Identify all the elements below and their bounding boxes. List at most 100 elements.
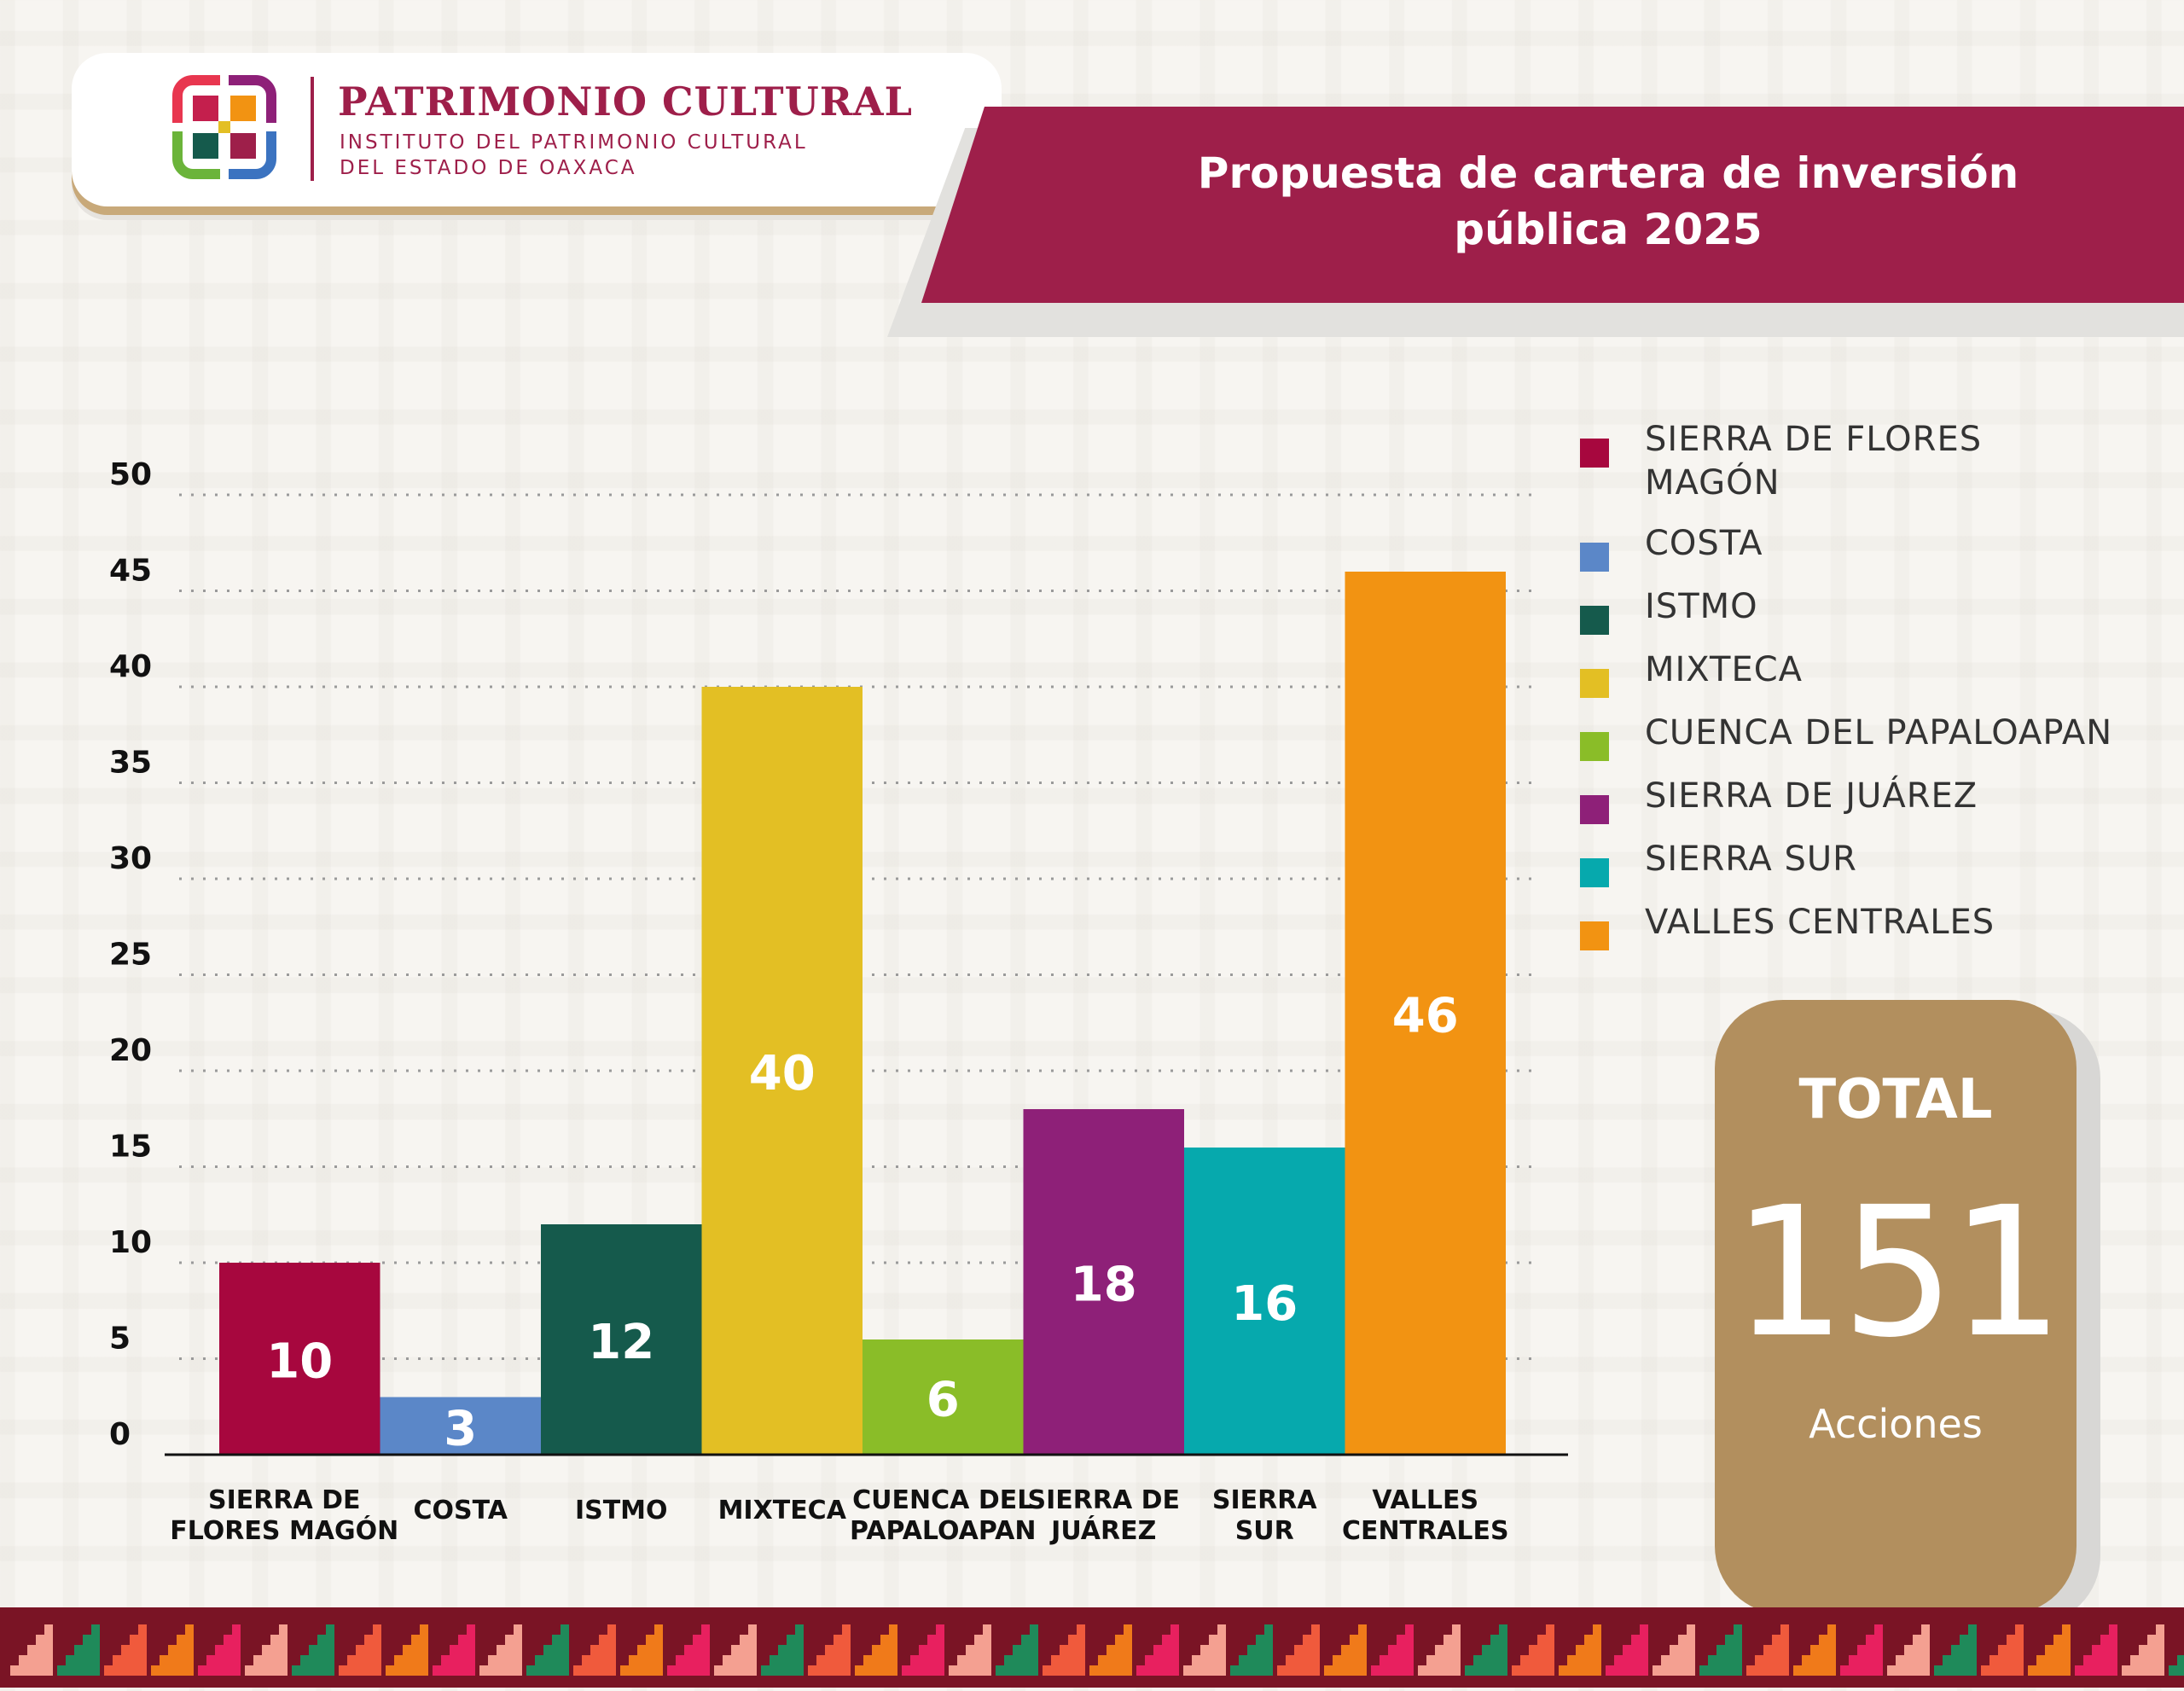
title-band — [921, 107, 2184, 303]
border-step-shape — [1653, 1624, 1695, 1676]
org-subtitle-line2: DEL ESTADO DE OAXACA — [340, 157, 637, 179]
bar-value-label: 6 — [926, 1373, 960, 1428]
x-tick-label: SUR — [1235, 1516, 1294, 1546]
chart-legend: SIERRA DE FLORES MAGÓN COSTA ISTMO MIXTE… — [1580, 418, 2169, 964]
y-tick-label: 40 — [109, 649, 152, 684]
border-step-shape — [526, 1624, 569, 1676]
border-step-shape — [245, 1624, 288, 1676]
legend-item: SIERRA DE JUÁREZ — [1580, 775, 2169, 838]
legend-swatch — [1580, 439, 1609, 468]
legend-item: CUENCA DEL PAPALOAPAN — [1580, 712, 2169, 775]
border-step-shape — [1277, 1624, 1320, 1676]
legend-label: COSTA — [1645, 524, 1763, 563]
x-tick-label: VALLES — [1372, 1485, 1478, 1515]
header-logo-card: PATRIMONIO CULTURAL INSTITUTO DEL PATRIM… — [72, 53, 1002, 206]
bar-value-label: 10 — [266, 1334, 333, 1390]
border-step-shape — [57, 1624, 100, 1676]
border-step-shape — [339, 1624, 381, 1676]
border-step-shape — [1981, 1624, 2024, 1676]
legend-label: CUENCA DEL PAPALOAPAN — [1645, 713, 2113, 753]
legend-item: MIXTECA — [1580, 648, 2169, 712]
border-step-shape — [761, 1624, 804, 1676]
y-tick-label: 15 — [109, 1130, 152, 1165]
bar — [1184, 1148, 1345, 1455]
page-title: Propuesta de cartera de inversión públic… — [1109, 145, 2107, 258]
step-pattern-icon — [10, 1624, 2184, 1676]
y-tick-label: 50 — [109, 457, 152, 492]
legend-label-line2: MAGÓN — [1645, 463, 1780, 503]
border-step-shape — [573, 1624, 616, 1676]
border-step-shape — [1418, 1624, 1461, 1676]
y-tick-label: 25 — [109, 938, 152, 973]
x-tick-label: ISTMO — [575, 1496, 668, 1525]
border-step-shape — [1934, 1624, 1977, 1676]
bar — [541, 1224, 702, 1455]
border-step-shape — [855, 1624, 897, 1676]
x-tick-label: JUÁREZ — [1049, 1515, 1156, 1546]
legend-label: VALLES CENTRALES — [1645, 903, 1995, 942]
legend-item: SIERRA SUR — [1580, 838, 2169, 901]
bar-value-label: 3 — [444, 1401, 477, 1456]
legend-label: ISTMO — [1645, 587, 1758, 626]
legend-swatch — [1580, 732, 1609, 761]
legend-label: SIERRA DE JUÁREZ — [1645, 776, 1978, 816]
legend-label: MIXTECA — [1645, 650, 1804, 689]
border-step-shape — [1887, 1624, 1930, 1676]
legend-label: SIERRA DE FLORES MAGÓN — [1645, 418, 1982, 505]
border-step-shape — [1136, 1624, 1179, 1676]
border-step-shape — [151, 1624, 194, 1676]
y-tick-label: 10 — [109, 1225, 152, 1260]
bar-value-label: 12 — [588, 1315, 654, 1370]
y-tick-label: 45 — [109, 554, 152, 589]
bar — [1023, 1109, 1184, 1455]
bar — [1345, 572, 1506, 1455]
total-card: TOTAL 151 Acciones — [1715, 1000, 2077, 1614]
page-title-line2: pública 2025 — [1454, 205, 1763, 254]
border-step-shape — [198, 1624, 241, 1676]
legend-swatch — [1580, 606, 1609, 635]
legend-swatch — [1580, 858, 1609, 887]
border-step-shape — [1606, 1624, 1648, 1676]
legend-swatch — [1580, 543, 1609, 572]
border-step-shape — [949, 1624, 991, 1676]
bar — [863, 1339, 1024, 1455]
x-tick-label: CUENCA DEL — [852, 1485, 1033, 1515]
x-tick-label: SIERRA DE — [208, 1485, 361, 1515]
border-step-shape — [1840, 1624, 1883, 1676]
legend-swatch — [1580, 795, 1609, 824]
legend-item: VALLES CENTRALES — [1580, 901, 2169, 964]
bar-value-label: 18 — [1071, 1258, 1137, 1313]
legend-swatch — [1580, 921, 1609, 950]
x-tick-label: MIXTECA — [718, 1496, 847, 1525]
border-step-shape — [808, 1624, 851, 1676]
bar — [219, 1263, 380, 1455]
x-tick-label: PAPALOAPAN — [850, 1516, 1036, 1546]
total-label: TOTAL — [1798, 1068, 1993, 1131]
x-tick-label: SIERRA — [1212, 1485, 1317, 1515]
border-step-shape — [714, 1624, 757, 1676]
org-subtitle-line1: INSTITUTO DEL PATRIMONIO CULTURAL — [340, 131, 808, 154]
border-step-shape — [1699, 1624, 1742, 1676]
border-step-shape — [620, 1624, 663, 1676]
institute-logo-icon — [167, 70, 282, 184]
legend-label: SIERRA SUR — [1645, 840, 1857, 879]
org-name: PATRIMONIO CULTURAL — [338, 78, 913, 125]
legend-item: ISTMO — [1580, 585, 2169, 648]
border-step-shape — [386, 1624, 428, 1676]
border-step-shape — [2028, 1624, 2071, 1676]
x-tick-label: SIERRA DE — [1027, 1485, 1180, 1515]
border-step-shape — [1371, 1624, 1414, 1676]
border-step-shape — [433, 1624, 475, 1676]
legend-label-line1: SIERRA DE FLORES — [1645, 420, 1983, 459]
border-step-shape — [479, 1624, 522, 1676]
border-step-shape — [10, 1624, 53, 1676]
page-title-line1: Propuesta de cartera de inversión — [1197, 148, 2019, 198]
y-tick-label: 20 — [109, 1033, 152, 1068]
border-step-shape — [996, 1624, 1038, 1676]
border-step-shape — [1089, 1624, 1132, 1676]
y-tick-label: 5 — [109, 1322, 131, 1357]
border-step-shape — [1793, 1624, 1836, 1676]
bar-value-label: 46 — [1392, 989, 1459, 1044]
border-step-shape — [104, 1624, 147, 1676]
